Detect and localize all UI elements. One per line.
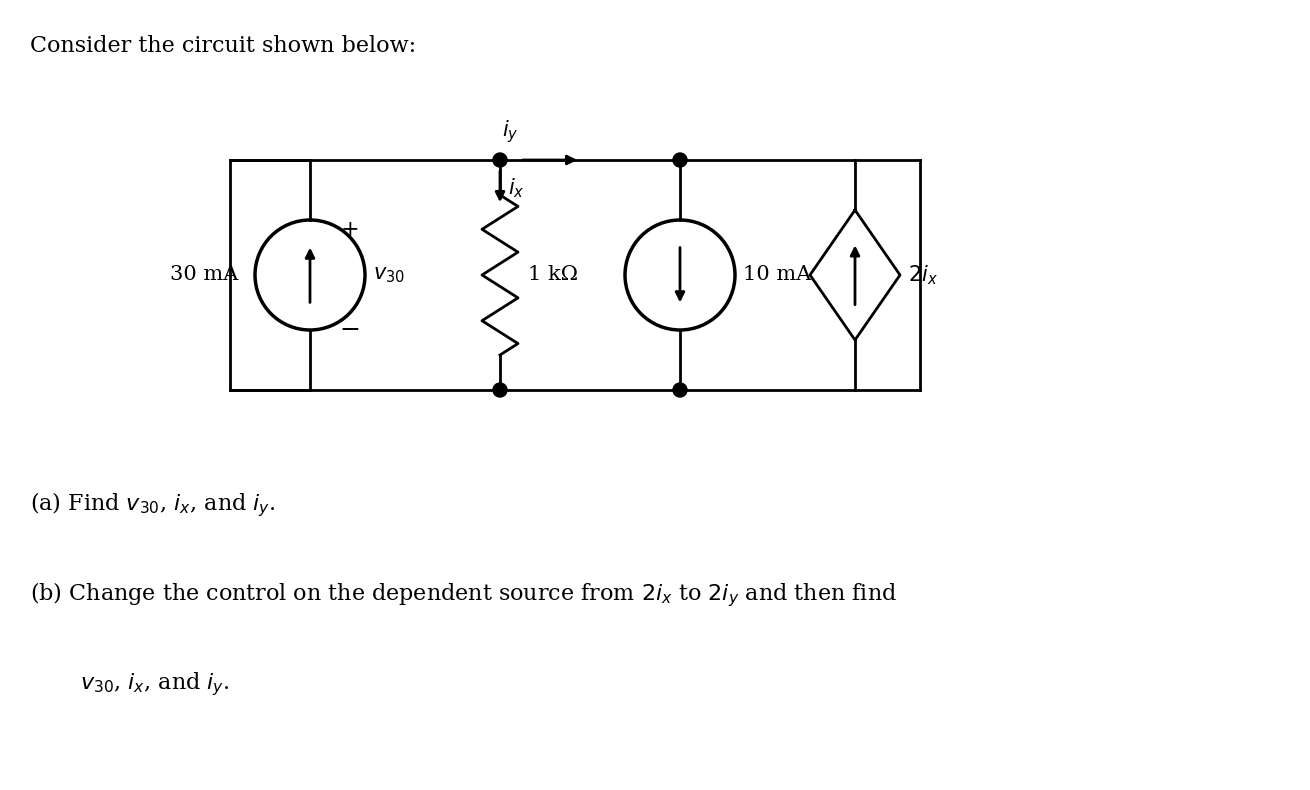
Text: $v_{30}$, $i_x$, and $i_y$.: $v_{30}$, $i_x$, and $i_y$. bbox=[80, 670, 229, 698]
Text: −: − bbox=[339, 318, 360, 341]
Text: $v_{30}$: $v_{30}$ bbox=[373, 265, 405, 285]
Ellipse shape bbox=[673, 383, 686, 397]
Text: (a) Find $v_{30}$, $i_x$, and $i_y$.: (a) Find $v_{30}$, $i_x$, and $i_y$. bbox=[30, 490, 275, 519]
Ellipse shape bbox=[673, 153, 686, 167]
Ellipse shape bbox=[493, 153, 507, 167]
Text: 1 kΩ: 1 kΩ bbox=[528, 265, 578, 284]
Text: (b) Change the control on the dependent source from $2i_x$ to $2i_y$ and then fi: (b) Change the control on the dependent … bbox=[30, 580, 897, 609]
Text: $i_x$: $i_x$ bbox=[508, 176, 524, 200]
Text: $i_y$: $i_y$ bbox=[502, 118, 519, 145]
Text: 30 mA: 30 mA bbox=[170, 265, 238, 284]
Text: 10 mA: 10 mA bbox=[743, 265, 811, 284]
Ellipse shape bbox=[493, 383, 507, 397]
Text: +: + bbox=[341, 219, 359, 241]
Text: Consider the circuit shown below:: Consider the circuit shown below: bbox=[30, 35, 417, 57]
Text: $2i_x$: $2i_x$ bbox=[908, 263, 938, 287]
